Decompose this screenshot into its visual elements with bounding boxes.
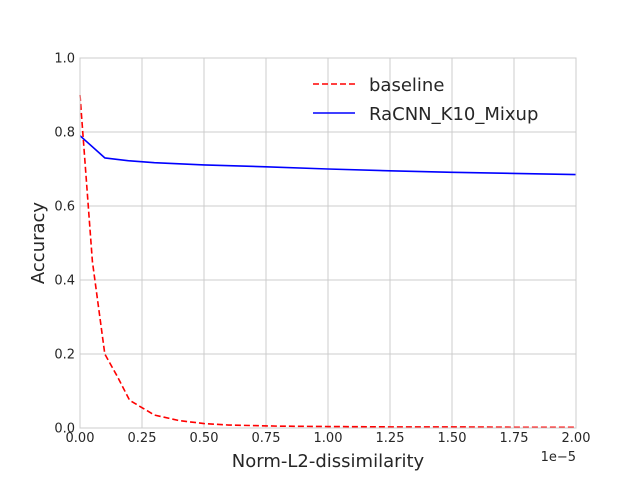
y-tick-label: 0.2 [54,348,75,363]
y-tick-labels: 0.0 0.2 0.4 0.6 0.8 1.0 [54,52,75,437]
series-layer [79,94,577,429]
x-tick-labels: 0.00 0.25 0.50 0.75 1.00 1.25 1.50 1.75 2.00 [66,431,591,446]
y-tick-label: 0.4 [54,274,75,289]
x-axis-offset-label: 1e−5 [541,450,576,465]
y-tick-label: 0.8 [54,126,75,141]
x-axis-label: Norm-L2-dissimilarity [232,451,425,472]
plot-frame [79,57,577,429]
series-line-racnn [79,135,577,176]
x-tick-label: 1.75 [500,431,529,446]
legend-label-racnn: RaCNN_K10_Mixup [369,104,538,125]
x-tick-label: 2.00 [562,431,591,446]
series-line-baseline [79,94,576,429]
legend: baseline RaCNN_K10_Mixup [313,75,538,125]
x-tick-label: 1.25 [376,431,405,446]
x-tick-label: 0.00 [66,431,95,446]
x-tick-label: 1.00 [314,431,343,446]
legend-label-baseline: baseline [369,75,444,96]
y-tick-label: 1.0 [54,52,75,67]
x-tick-label: 0.50 [190,431,219,446]
y-tick-label: 0.6 [54,200,75,215]
x-tick-label: 1.50 [438,431,467,446]
x-tick-label: 0.25 [128,431,157,446]
y-axis-label: Accuracy [28,202,49,285]
x-tick-label: 0.75 [252,431,281,446]
y-tick-label: 0.0 [54,422,75,437]
